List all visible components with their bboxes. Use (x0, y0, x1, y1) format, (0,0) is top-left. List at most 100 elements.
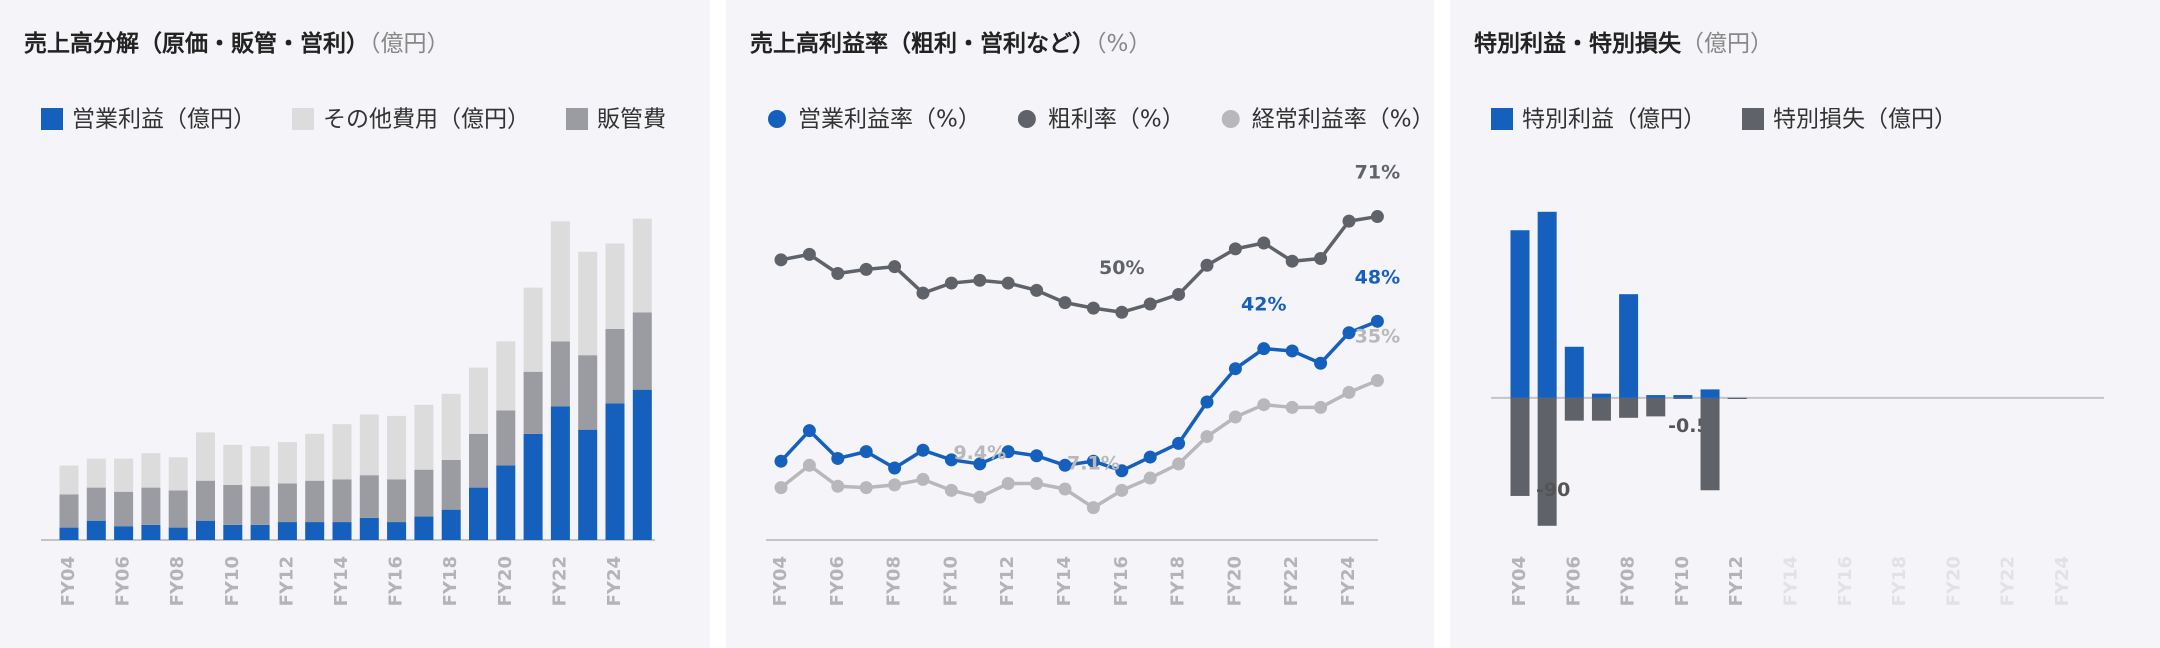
legend-label: 経常利益率（%） (1252, 107, 1434, 133)
x-tick-label: FY14 (331, 556, 352, 606)
bar (1619, 397, 1639, 418)
point (831, 451, 845, 465)
bar-segment (332, 522, 352, 540)
bar-segment (632, 218, 652, 313)
bar-segment (141, 524, 161, 540)
bar-segment (277, 442, 297, 484)
point (944, 453, 958, 467)
data-label: 48% (1355, 266, 1400, 288)
x-tick-label: FY14 (1054, 556, 1075, 606)
bar-segment (414, 516, 434, 540)
point (774, 481, 788, 495)
point (1115, 464, 1129, 478)
point (1058, 482, 1072, 496)
bar (1537, 211, 1557, 398)
x-tick-label: FY18 (1168, 556, 1189, 606)
chart-panel: 売上高利益率（粗利・営利など）（%） 営業利益率（%） 粗利率（%） 経常利益率（%… (726, 0, 1434, 648)
legend-label: 特別損失（億円） (1773, 107, 1957, 133)
bar-segment (550, 406, 570, 540)
point (1342, 326, 1356, 340)
point (1370, 210, 1384, 224)
bar-segment (523, 433, 543, 540)
data-label: 50% (1099, 257, 1144, 279)
point (1086, 501, 1100, 515)
bar-segment (387, 479, 407, 523)
legend-marker (1221, 110, 1240, 128)
bar-segment (605, 328, 625, 404)
bar-segment (359, 414, 379, 476)
point (1001, 477, 1015, 491)
bar-segment (168, 457, 188, 491)
point (1030, 477, 1044, 491)
point (916, 472, 930, 486)
x-tick-label: FY24 (1338, 556, 1359, 606)
bar-segment (168, 490, 188, 528)
legend-marker (1491, 108, 1513, 130)
x-tick-label: FY24 (604, 556, 625, 606)
x-tick-label: FY18 (440, 556, 461, 606)
point (1200, 258, 1214, 272)
point (916, 443, 930, 457)
data-label: 42% (1241, 294, 1286, 316)
point (1228, 242, 1242, 256)
x-tick-label: FY16 (1835, 556, 1856, 606)
point (802, 424, 816, 438)
bar (1591, 393, 1611, 398)
point (1086, 301, 1100, 315)
bar-segment (168, 527, 188, 540)
x-tick-label: FY10 (222, 556, 243, 606)
line (780, 214, 1378, 314)
x-tick-label: FY22 (1998, 556, 2019, 606)
bar-segment (550, 341, 570, 407)
point (859, 262, 873, 276)
legend-marker (41, 108, 63, 130)
point (1257, 398, 1271, 412)
bar (1646, 395, 1666, 398)
bar (1537, 397, 1557, 526)
x-tick-label: FY10 (940, 556, 961, 606)
legend-label: 営業利益（億円） (72, 107, 256, 133)
bar-segment (277, 522, 297, 540)
legend-label: 営業利益率（%） (798, 107, 981, 133)
bar-segment (196, 480, 215, 521)
point (1314, 400, 1328, 414)
point (774, 454, 788, 468)
bar-segment (414, 469, 434, 517)
legend-marker (566, 108, 588, 130)
bar-segment (223, 484, 243, 525)
bar-segment (114, 458, 134, 492)
bar-segment (605, 243, 625, 329)
bar-segment (141, 487, 161, 525)
point (1115, 483, 1129, 497)
x-tick-label: FY08 (884, 556, 905, 606)
bar-segment (305, 433, 325, 481)
data-label: 9.4% (953, 442, 1006, 464)
legend-label: 販管費 (597, 107, 666, 133)
legend-marker (1742, 108, 1764, 130)
bar-segment (523, 287, 543, 372)
bar (1510, 397, 1530, 496)
bar-segment (141, 453, 161, 488)
x-tick-label: FY16 (386, 556, 407, 606)
x-tick-label: FY08 (167, 556, 188, 606)
bar-segment (550, 221, 570, 342)
x-tick-label: FY22 (1281, 556, 1302, 606)
x-tick-label: FY06 (113, 556, 134, 606)
point (888, 478, 902, 492)
bar-segment (305, 480, 325, 523)
point (802, 458, 816, 472)
point (1342, 385, 1356, 399)
x-tick-label: FY04 (1509, 556, 1530, 606)
point (1001, 445, 1015, 459)
bar (1646, 397, 1666, 417)
data-label: 71% (1355, 162, 1400, 184)
point (1172, 436, 1186, 450)
x-tick-label: FY20 (1224, 556, 1245, 606)
bar (1591, 397, 1611, 421)
bar-segment (114, 491, 134, 527)
bar-segment (250, 524, 270, 540)
bar-segment (223, 524, 243, 540)
legend-marker (768, 110, 786, 128)
bar-segment (387, 522, 407, 540)
